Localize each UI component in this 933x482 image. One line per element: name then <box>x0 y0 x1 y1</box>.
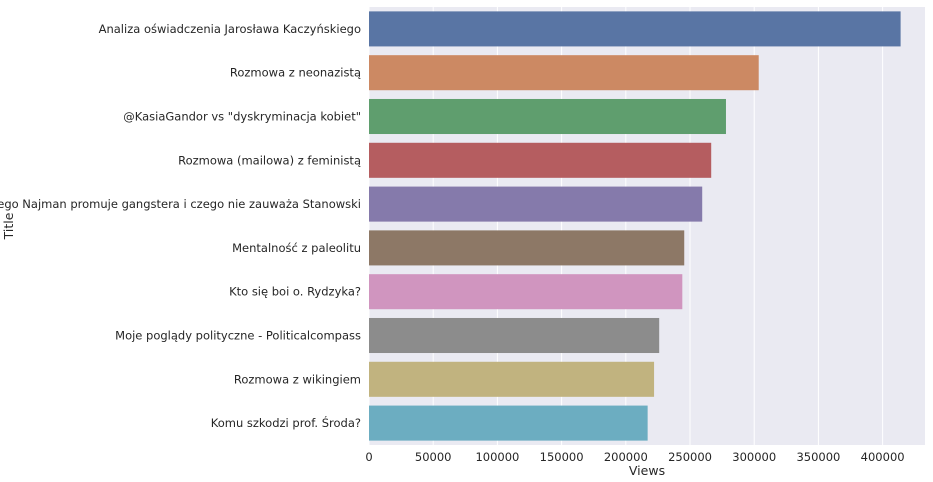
y-tick-label: Moje poglądy polityczne - Politicalcompa… <box>115 329 361 343</box>
y-tick-label: Komu szkodzi prof. Środa? <box>211 415 361 430</box>
bar <box>369 142 712 178</box>
x-tick-label: 200000 <box>604 450 648 464</box>
bar <box>369 361 655 397</box>
y-tick-label: Analiza oświadczenia Jarosława Kaczyński… <box>99 22 361 36</box>
bar <box>369 405 648 441</box>
x-tick-label: 50000 <box>415 450 452 464</box>
bars <box>369 11 901 441</box>
bar <box>369 274 683 310</box>
x-axis-label: Views <box>629 463 665 478</box>
bar <box>369 55 759 91</box>
x-tick-label: 300000 <box>732 450 776 464</box>
bar <box>369 230 685 266</box>
y-axis-label: Title <box>1 212 16 240</box>
x-tick-label: 100000 <box>475 450 519 464</box>
y-tick-labels: Analiza oświadczenia Jarosława Kaczyński… <box>0 22 361 430</box>
bar <box>369 98 726 135</box>
bar <box>369 186 703 222</box>
y-tick-label: Rozmowa z wikingiem <box>234 372 361 386</box>
x-tick-label: 250000 <box>668 450 712 464</box>
x-tick-label: 400000 <box>861 450 905 464</box>
x-tick-label: 0 <box>365 450 372 464</box>
y-tick-label: Rozmowa (mailowa) z feministą <box>178 153 361 167</box>
bar <box>369 11 901 47</box>
x-tick-label: 350000 <box>796 450 840 464</box>
bar <box>369 317 660 354</box>
y-tick-label: Dlaczego Najman promuje gangstera i czeg… <box>0 197 361 211</box>
y-tick-label: Mentalność z paleolitu <box>232 241 361 255</box>
x-tick-labels: 0 50000 100000 150000 200000 250000 300000 3500… <box>365 450 904 464</box>
x-tick-label: 150000 <box>540 450 584 464</box>
y-tick-label: Rozmowa z neonazistą <box>230 66 361 80</box>
y-tick-label: @KasiaGandor vs "dyskryminacja kobiet" <box>123 110 361 124</box>
y-tick-label: Kto się boi o. Rydzyka? <box>229 285 361 299</box>
